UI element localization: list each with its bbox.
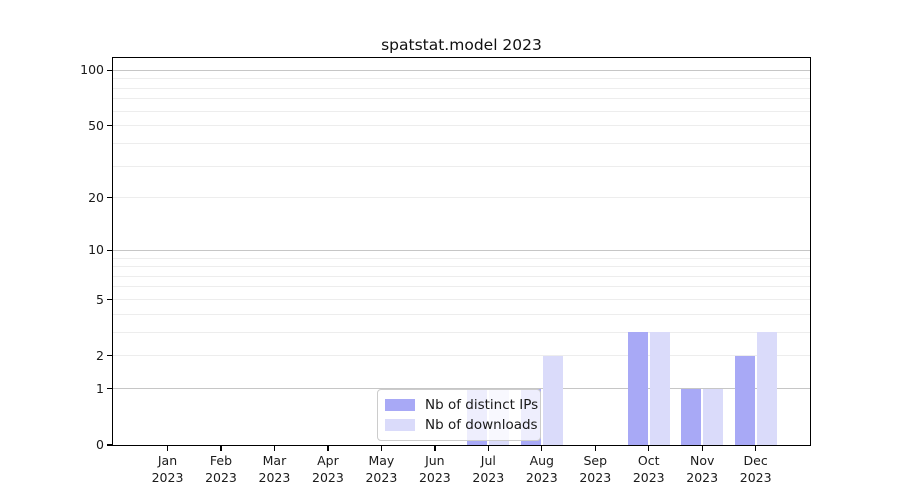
x-tick-label: May 2023 xyxy=(365,453,398,485)
y-tick-mark xyxy=(107,197,113,199)
x-tick-label: Mar 2023 xyxy=(258,453,291,485)
y-tick-label: 5 xyxy=(96,291,104,307)
y-tick-mark xyxy=(107,388,113,390)
y-tick-mark xyxy=(107,125,113,127)
legend-label: Nb of distinct IPs xyxy=(425,397,539,413)
bar-downloads xyxy=(756,332,777,445)
x-tick-label: Feb 2023 xyxy=(205,453,237,485)
gridline-minor xyxy=(113,266,810,268)
gridline-major xyxy=(113,69,810,71)
y-tick-mark xyxy=(107,249,113,251)
gridline-minor xyxy=(113,257,810,259)
x-tick-mark xyxy=(701,445,703,451)
x-tick-mark xyxy=(380,445,383,451)
bar-distinct-ips xyxy=(627,332,648,445)
x-tick-mark xyxy=(541,445,543,451)
legend: Nb of distinct IPs Nb of downloads xyxy=(377,389,541,441)
bar-distinct-ips xyxy=(734,355,755,445)
x-tick-label: Dec 2023 xyxy=(739,453,772,485)
gridline-minor xyxy=(113,197,810,199)
y-tick-mark xyxy=(107,69,113,71)
gridline-minor xyxy=(113,110,810,112)
y-tick-label: 0 xyxy=(96,437,104,452)
x-tick-mark xyxy=(327,445,329,451)
x-tick-mark xyxy=(487,445,490,451)
y-tick-label: 20 xyxy=(88,189,104,205)
legend-entry-distinct-ips: Nb of distinct IPs xyxy=(385,395,540,415)
y-tick-label: 1 xyxy=(96,380,104,396)
gridline-major xyxy=(113,388,810,390)
x-tick-label: Oct 2023 xyxy=(632,453,665,485)
gridline-major xyxy=(113,249,810,251)
y-tick-mark xyxy=(107,298,113,301)
legend-swatch-distinct-ips xyxy=(385,399,415,411)
y-tick-mark xyxy=(107,444,113,446)
gridline-minor xyxy=(113,331,810,333)
y-tick-label: 10 xyxy=(88,242,104,258)
x-tick-label: Jun 2023 xyxy=(418,453,451,485)
x-tick-mark xyxy=(273,445,276,451)
bar-downloads xyxy=(542,355,563,445)
x-tick-mark xyxy=(220,445,222,451)
plot-area xyxy=(113,58,810,445)
x-tick-label: Jan 2023 xyxy=(151,453,184,485)
x-tick-label: Aug 2023 xyxy=(525,453,558,485)
gridline-minor xyxy=(113,299,810,300)
gridline-minor xyxy=(113,125,810,127)
y-tick-label: 50 xyxy=(88,117,104,133)
x-tick-label: Sep 2023 xyxy=(579,453,612,485)
y-tick-mark xyxy=(107,355,113,357)
x-tick-label: Apr 2023 xyxy=(312,453,344,485)
gridline-minor xyxy=(113,87,810,89)
x-tick-mark xyxy=(594,445,596,451)
y-tick-label: 100 xyxy=(80,62,104,78)
x-tick-mark xyxy=(166,445,169,451)
gridline-minor xyxy=(113,286,810,288)
bar-downloads xyxy=(649,332,670,445)
x-tick-mark xyxy=(648,445,650,451)
gridline-minor xyxy=(113,355,810,357)
legend-label: Nb of downloads xyxy=(425,417,538,433)
bar-distinct-ips xyxy=(681,388,702,445)
x-tick-mark xyxy=(434,445,436,451)
gridline-minor xyxy=(113,142,810,144)
bar-downloads xyxy=(703,388,724,445)
legend-entry-downloads: Nb of downloads xyxy=(385,415,540,435)
y-tick-label: 2 xyxy=(96,347,104,363)
gridline-minor xyxy=(113,313,810,315)
gridline-minor xyxy=(113,165,810,167)
x-tick-mark xyxy=(755,445,757,451)
legend-swatch-downloads xyxy=(385,419,415,431)
gridline-minor xyxy=(113,78,810,80)
chart-title: spatstat.model 2023 xyxy=(381,36,542,54)
x-tick-label: Jul 2023 xyxy=(472,453,505,485)
gridline-minor xyxy=(113,98,810,100)
gridline-minor xyxy=(113,275,810,277)
x-tick-label: Nov 2023 xyxy=(686,453,719,485)
